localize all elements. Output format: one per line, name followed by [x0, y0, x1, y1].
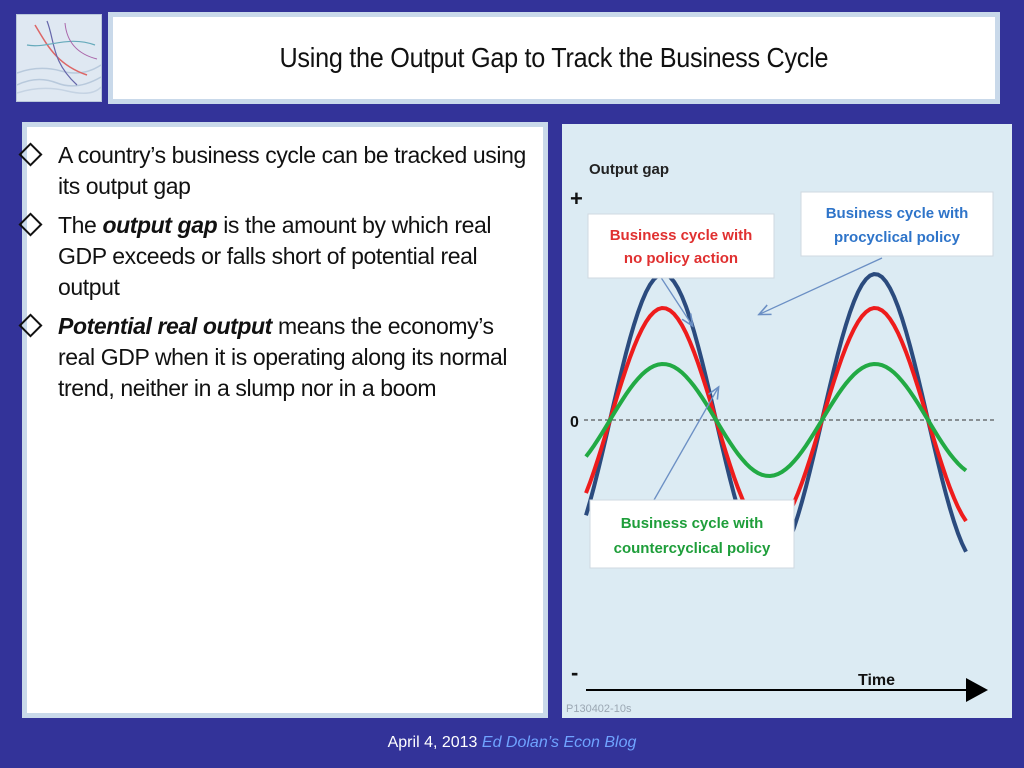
callout-no-policy-line2: no policy action: [624, 250, 738, 267]
bullet-emphasis: Potential real output: [58, 313, 272, 339]
bullet-item: Potential real output means the economy’…: [16, 311, 536, 404]
footer-blog-name: Ed Dolan’s Econ Blog: [481, 734, 637, 751]
callout-no-policy: Business cycle with no policy action: [587, 213, 775, 279]
blog-logo-image: [16, 14, 102, 102]
bullet-text: means the economy’s real GDP when it is …: [58, 313, 508, 401]
procyclical-pointer: [760, 257, 883, 314]
countercyclical-curve: [584, 361, 968, 479]
callout-procyclical-line2: procyclical policy: [834, 229, 961, 246]
bullet-list: A country’s business cycle can be tracke…: [16, 140, 536, 412]
bullet-item: A country’s business cycle can be tracke…: [16, 140, 536, 202]
callout-countercyclical-line1: Business cycle with: [621, 515, 764, 532]
title-box: Using the Output Gap to Track the Busine…: [108, 12, 1000, 104]
callout-no-policy-line1: Business cycle with: [610, 227, 753, 244]
bullet-emphasis: output gap: [102, 212, 218, 238]
callout-procyclical: Business cycle with procyclical policy: [800, 191, 994, 257]
slide-title: Using the Output Gap to Track the Busine…: [279, 42, 829, 73]
zero-label: 0: [570, 414, 579, 431]
x-axis-label: Time: [858, 672, 895, 689]
footer: April 4, 2013 Ed Dolan’s Econ Blog: [0, 734, 1024, 752]
bullet-text: The: [58, 212, 103, 238]
diamond-bullet-icon: [18, 212, 43, 237]
bullet-text: A country’s business cycle can be tracke…: [58, 142, 526, 199]
y-axis-label: Output gap: [589, 161, 669, 178]
callout-countercyclical-line2: countercyclical policy: [614, 540, 771, 557]
text-panel: [22, 122, 548, 718]
no-policy-pointer: [659, 275, 692, 325]
callout-procyclical-line1: Business cycle with: [826, 205, 969, 222]
figure-code: P130402-10s: [566, 703, 632, 715]
footer-date: April 4, 2013: [387, 734, 478, 751]
bullet-item: The output gap is the amount by which re…: [16, 210, 536, 303]
bullet-text: is the amount by which real GDP exceeds …: [58, 212, 492, 300]
diamond-bullet-icon: [18, 313, 43, 338]
countercyclical-pointer: [653, 388, 718, 501]
plus-sign: +: [570, 186, 583, 211]
callout-countercyclical: Business cycle with countercyclical poli…: [589, 499, 795, 569]
diamond-bullet-icon: [18, 142, 43, 167]
business-cycle-diagram: Output gap + 0 - Time P130402-10s Busine…: [562, 124, 1012, 718]
minus-sign: -: [571, 660, 578, 685]
